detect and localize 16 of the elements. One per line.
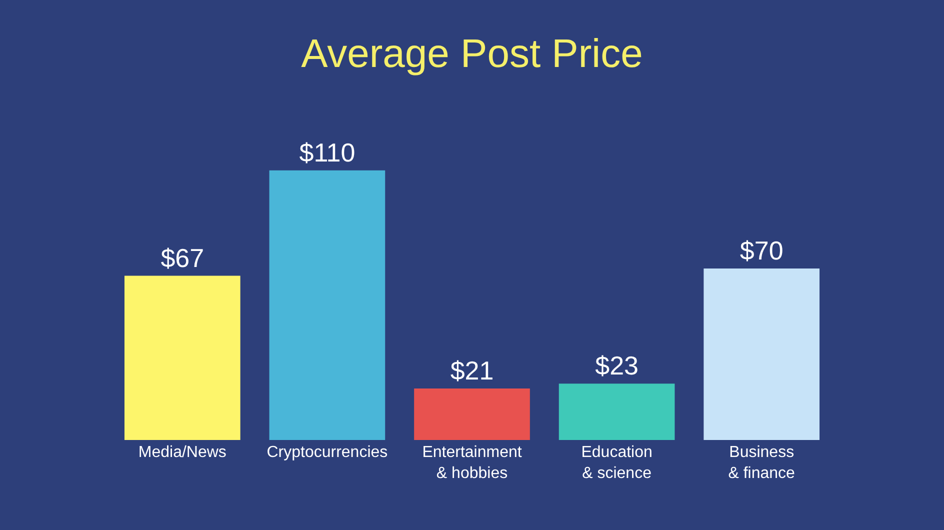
bar xyxy=(124,276,240,440)
data-label: $21 xyxy=(450,356,494,386)
data-label: $67 xyxy=(160,242,204,273)
x-tick-label: Cryptocurrencies xyxy=(266,444,388,461)
x-tick-label: Education & science xyxy=(581,444,652,482)
x-tick-label: Business & finance xyxy=(728,444,796,482)
x-tick-label: Media/News xyxy=(138,444,226,461)
data-label: $110 xyxy=(299,137,356,168)
bar xyxy=(704,268,820,440)
x-tick-label: Entertainment & hobbies xyxy=(422,444,522,482)
chart-title: Average Post Price xyxy=(301,32,643,76)
data-label: $23 xyxy=(595,350,638,381)
bar xyxy=(269,170,386,440)
bar xyxy=(558,384,675,440)
data-label: $70 xyxy=(740,235,784,266)
bar xyxy=(414,388,530,440)
